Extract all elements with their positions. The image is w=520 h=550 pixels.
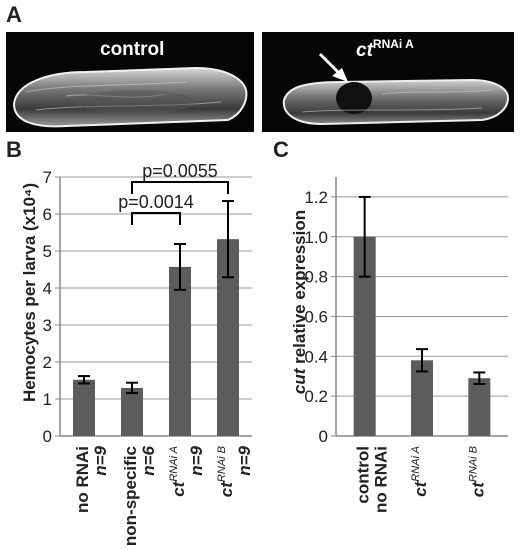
- chart-c-category-label: control no RNAi: [354, 446, 391, 513]
- panel-label-a: A: [6, 2, 22, 27]
- chart-b-ytick-label: 0: [43, 427, 52, 446]
- chart-b-category-main: non-specific: [121, 446, 140, 546]
- chart-b-category-text: ctRNAi B: [216, 446, 236, 497]
- micrograph-control: control: [6, 32, 254, 132]
- chart-b-bar: [121, 387, 143, 436]
- rnai-larva-image: [282, 52, 510, 126]
- micrograph-rnai-gene: ct: [356, 40, 373, 61]
- chart-b-category-n: n=9: [187, 445, 206, 475]
- chart-b-significance-bracket: [131, 181, 229, 194]
- chart-c-ytick-label: 1.0: [304, 228, 328, 247]
- chart-b-ytick-label: 3: [43, 316, 52, 335]
- chart-c-category-main: ct: [468, 481, 487, 497]
- chart-c-ytick-label: 0.2: [304, 387, 328, 406]
- chart-b-category-text: no RNAi: [73, 446, 92, 513]
- chart-c-category-text: ctRNAi B: [467, 446, 487, 497]
- chart-b-category-sup: RNAi B: [216, 446, 228, 482]
- micrograph-rnai-label: ctRNAi A: [356, 37, 414, 62]
- control-larva-image: [12, 66, 248, 128]
- chart-b-category-main: ct: [217, 481, 236, 497]
- chart-b-category-n: n=6: [139, 445, 158, 475]
- chart-b-category-text: ctRNAi A: [168, 446, 188, 497]
- chart-c-ytick-label: 1.2: [304, 188, 328, 207]
- chart-c-category-label: ctRNAi A: [410, 446, 430, 497]
- chart-b-category-text: non-specific: [121, 446, 140, 546]
- chart-b-bar: [169, 266, 191, 436]
- chart-c-category-sup: RNAi A: [410, 446, 422, 482]
- chart-b-category-main: no RNAi: [73, 446, 92, 513]
- chart-c-ytick-label: 0: [319, 427, 328, 446]
- panel-label-c: C: [273, 137, 289, 162]
- chart-c-category-main: control: [354, 446, 373, 504]
- micrograph-rnai-sup: RNAi A: [372, 37, 414, 51]
- chart-b-ytick-label: 5: [43, 242, 52, 261]
- chart-b-category-n: n=9: [235, 445, 254, 475]
- chart-b-significance-label: p=0.0055: [142, 161, 218, 181]
- chart-b-ytick-label: 2: [43, 353, 52, 372]
- melanotic-mass: [336, 82, 372, 114]
- chart-b-significance-bracket: [131, 212, 181, 225]
- chart-c-category-main: ct: [411, 480, 430, 496]
- chart-b-bar: [217, 239, 239, 436]
- micrograph-rnai: ctRNAi A: [262, 32, 514, 132]
- chart-b-significance-label: p=0.0014: [118, 192, 194, 212]
- chart-c-category-text: control: [354, 446, 373, 504]
- chart-c-ytick-label: 0.6: [304, 307, 328, 326]
- chart-c-category-text: ctRNAi A: [410, 446, 430, 497]
- panel-label-b: B: [6, 137, 22, 162]
- chart-b-category-main: ct: [169, 480, 188, 496]
- chart-b-bar: [73, 379, 95, 436]
- chart-b-category-label: no RNAi n=9: [73, 445, 110, 513]
- chart-b-ytick-label: 6: [43, 205, 52, 224]
- chart-b-category-label: non-specific n=6: [121, 445, 158, 546]
- chart-c-bar: [468, 378, 491, 436]
- micrograph-control-label: control: [100, 39, 165, 60]
- arrow-icon: [318, 52, 348, 82]
- chart-c-ytick-label: 0.4: [304, 347, 328, 366]
- chart-b-category-n: n=9: [91, 445, 110, 475]
- chart-c-bar: [353, 236, 376, 436]
- chart-c-ytick-label: 0.8: [304, 268, 328, 287]
- chart-b-ytick-label: 7: [43, 168, 52, 187]
- chart-c-category-line2: no RNAi: [372, 446, 391, 513]
- chart-b-ytick-label: 4: [43, 279, 52, 298]
- chart-c-category-sup: RNAi B: [467, 446, 479, 482]
- chart-c-category-label: ctRNAi B: [467, 446, 487, 497]
- chart-b-ytick-label: 1: [43, 390, 52, 409]
- chart-c-bar: [411, 360, 433, 436]
- chart-b-category-sup: RNAi A: [168, 446, 180, 482]
